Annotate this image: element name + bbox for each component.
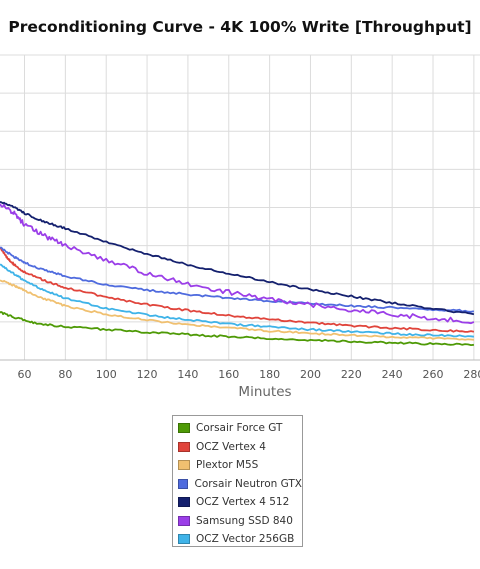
series-line-corsair-neutron-gtx [0, 246, 475, 313]
legend: Corsair Force GT OCZ Vertex 4 Plextor M5S C… [172, 415, 303, 547]
x-tick-label: 180 [259, 368, 280, 380]
x-tick-label: 280 [463, 368, 480, 380]
legend-swatch [178, 441, 190, 452]
legend-label: OCZ Vertex 4 [196, 440, 266, 453]
chart-title: Preconditioning Curve - 4K 100% Write [T… [8, 18, 472, 36]
x-tick-label: 140 [177, 368, 198, 380]
legend-label: Corsair Force GT [196, 422, 283, 435]
legend-item: Corsair Neutron GTX [178, 475, 302, 494]
legend-item: Samsung SSD 840 [178, 512, 302, 531]
legend-label: Corsair Neutron GTX [194, 477, 302, 490]
x-tick-label: 120 [137, 368, 158, 380]
legend-swatch [178, 478, 189, 489]
legend-item: OCZ Vertex 4 [178, 438, 302, 457]
legend-label: Samsung SSD 840 [196, 514, 293, 527]
x-tick-label: 160 [218, 368, 239, 380]
legend-item: Plextor M5S [178, 456, 302, 475]
x-tick-label: 80 [58, 368, 72, 380]
legend-swatch [178, 497, 190, 508]
legend-item: OCZ Vector 256GB [178, 530, 302, 549]
legend-label: OCZ Vertex 4 512 [196, 496, 290, 509]
series-line-corsair-force-gt [0, 310, 474, 347]
legend-label: Plextor M5S [196, 459, 259, 472]
legend-label: OCZ Vector 256GB [196, 533, 295, 546]
legend-swatch [178, 515, 190, 526]
x-tick-labels: 60 80 100 120 140 160 180 200 220 240 260 280 [18, 368, 480, 380]
legend-item: OCZ Vertex 4 512 [178, 493, 302, 512]
series-lines [0, 201, 475, 347]
series-line-plextor-m5s [0, 279, 474, 341]
x-axis-label: Minutes [238, 384, 292, 400]
series-line-ocz-vector-256gb [0, 263, 475, 338]
x-tick-label: 240 [382, 368, 403, 380]
x-tick-label: 200 [300, 368, 321, 380]
legend-swatch [178, 460, 190, 471]
x-tick-label: 260 [423, 368, 444, 380]
x-tick-label: 60 [18, 368, 32, 380]
gridlines [0, 54, 480, 361]
legend-swatch [178, 534, 190, 545]
series-line-ocz-vertex-4-512 [0, 201, 475, 316]
x-tick-label: 100 [96, 368, 117, 380]
x-tick-label: 220 [341, 368, 362, 380]
line-chart: 60 80 100 120 140 160 180 200 220 240 260 280 [0, 54, 480, 380]
legend-swatch [178, 423, 190, 434]
series-line-ocz-vertex-4 [0, 247, 475, 333]
series-line-samsung-ssd-840 [0, 203, 475, 325]
legend-item: Corsair Force GT [178, 419, 302, 438]
